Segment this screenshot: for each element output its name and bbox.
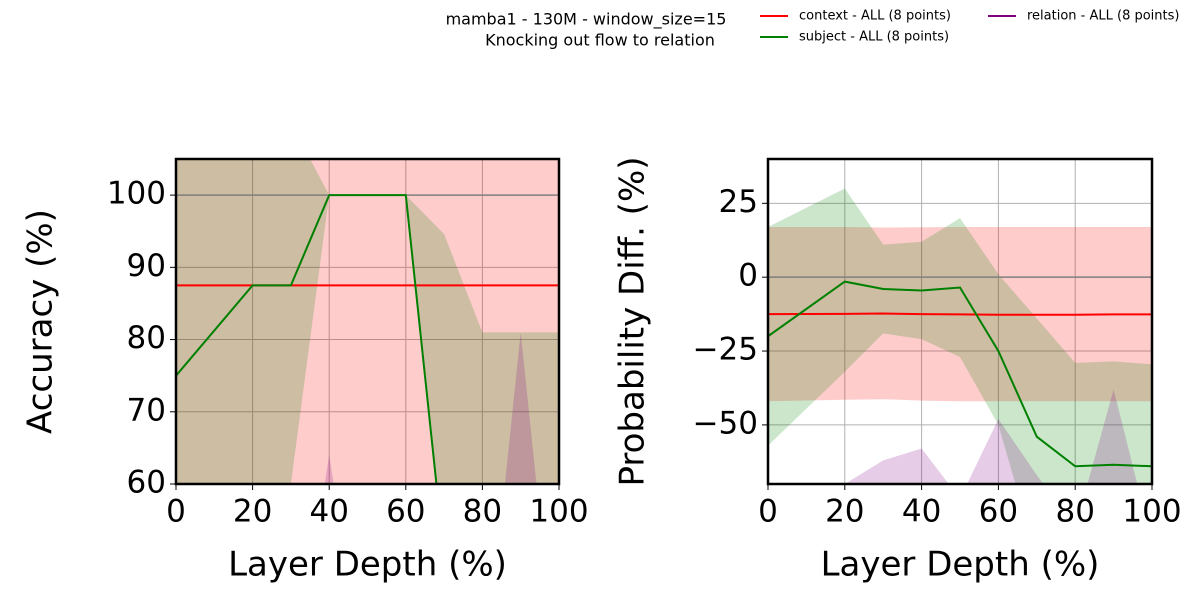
x-tick-label: 20 xyxy=(825,494,864,530)
x-tick-label: 60 xyxy=(386,494,425,530)
x-tick-label: 100 xyxy=(529,494,588,530)
legend-label: subject - ALL (8 points) xyxy=(799,30,949,45)
y-tick-label: −25 xyxy=(693,332,758,368)
error-band xyxy=(176,159,559,484)
x-axis-label: Layer Depth (%) xyxy=(228,545,507,585)
error-band xyxy=(844,389,1138,484)
y-tick-label: 100 xyxy=(107,176,166,212)
y-tick-label: 60 xyxy=(127,465,166,501)
series-line xyxy=(768,280,1152,468)
x-tick-label: 60 xyxy=(979,494,1018,530)
error-band xyxy=(768,188,1152,484)
y-axis-label: Probability Diff. (%) xyxy=(613,156,653,486)
legend-label: context - ALL (8 points) xyxy=(799,9,951,24)
x-tick-label: 0 xyxy=(166,494,186,530)
axes-frame xyxy=(766,157,1154,486)
x-tick-label: 40 xyxy=(309,494,348,530)
x-axis-label: Layer Depth (%) xyxy=(821,545,1100,585)
x-tick-label: 100 xyxy=(1122,494,1181,530)
x-tick-label: 0 xyxy=(758,494,778,530)
y-axis-label: Accuracy (%) xyxy=(21,209,61,434)
series-line xyxy=(768,312,1152,316)
x-tick-label: 80 xyxy=(1055,494,1094,530)
y-tick-label: 90 xyxy=(127,248,166,284)
error-band xyxy=(324,332,537,484)
plot-area xyxy=(176,159,559,484)
x-tick-label: 80 xyxy=(463,494,502,530)
figure-title: mamba1 - 130M - window_size=15 xyxy=(446,10,727,30)
figure-subtitle: Knocking out flow to relation xyxy=(485,31,715,50)
y-tick-label: 70 xyxy=(127,392,166,428)
y-tick-label: 0 xyxy=(738,258,758,294)
axes-frame xyxy=(174,157,561,486)
x-tick-label: 40 xyxy=(902,494,941,530)
error-band xyxy=(176,159,559,484)
series-line xyxy=(176,194,438,484)
legend-label: relation - ALL (8 points) xyxy=(1027,9,1179,24)
x-tick-label: 20 xyxy=(233,494,272,530)
y-tick-label: 80 xyxy=(127,320,166,356)
y-tick-label: −50 xyxy=(693,405,758,441)
plot-area xyxy=(768,159,1152,484)
y-tick-label: 25 xyxy=(719,184,758,220)
